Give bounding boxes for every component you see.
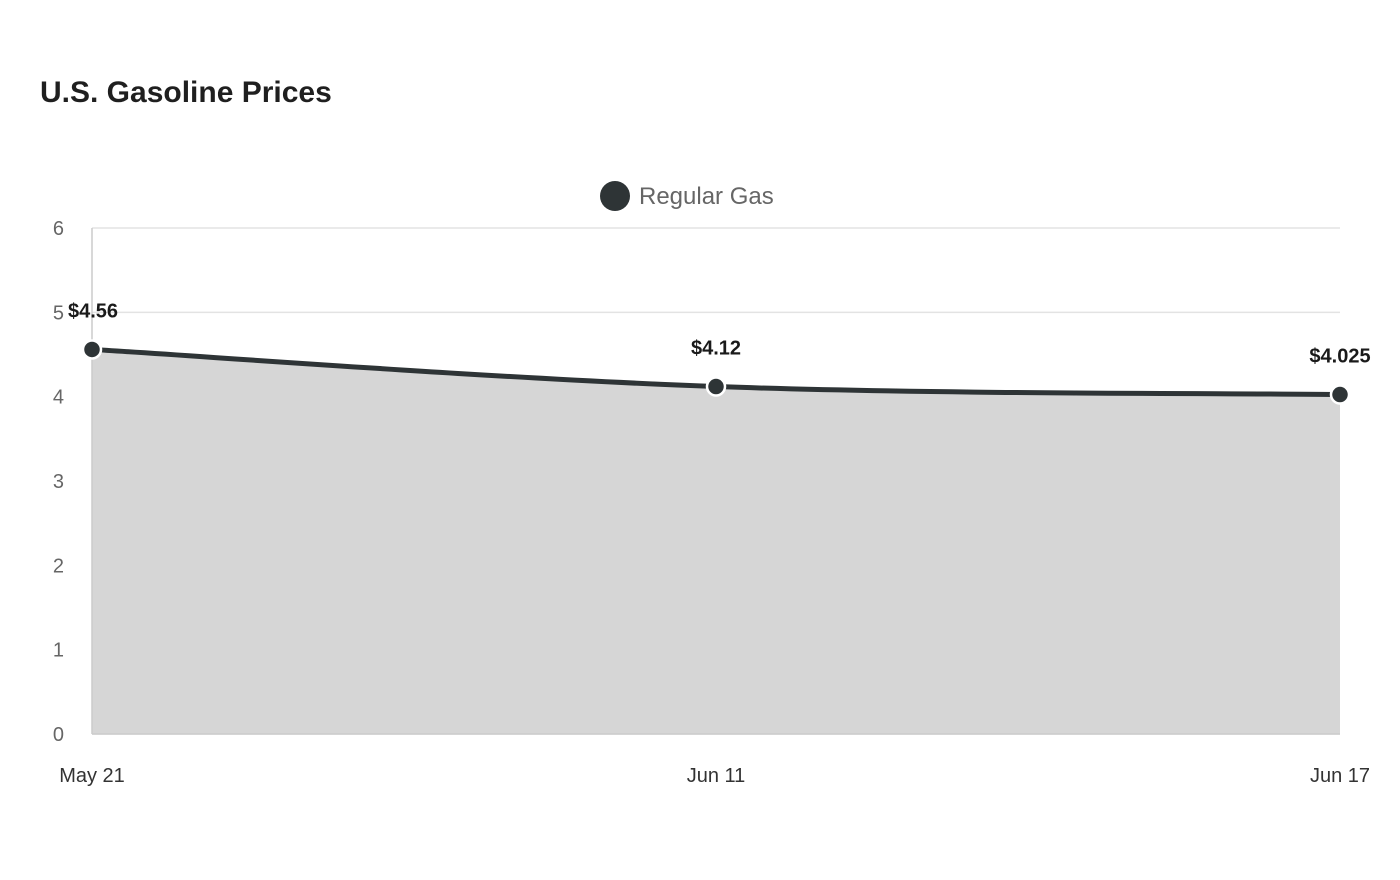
- area-fill-layer: [92, 349, 1340, 734]
- data-point: [81, 339, 103, 360]
- y-tick-label: 0: [53, 724, 64, 746]
- y-axis-ticks: 0 1 2 3 4 5 6: [53, 218, 64, 746]
- legend-item-regular-gas[interactable]: Regular Gas: [600, 181, 774, 211]
- y-tick-label: 5: [53, 302, 64, 324]
- y-tick-label: 6: [53, 218, 64, 240]
- data-label: $4.56: [68, 300, 118, 322]
- data-points-layer: [81, 339, 1351, 405]
- data-point: [705, 376, 727, 397]
- legend-label: Regular Gas: [639, 183, 774, 210]
- data-label: $4.025: [1309, 346, 1370, 368]
- data-point: [1329, 384, 1351, 405]
- data-labels-layer: $4.56 $4.12 $4.025: [68, 300, 1371, 367]
- y-tick-label: 3: [53, 471, 64, 493]
- x-axis-ticks: May 21 Jun 11 Jun 17: [59, 765, 1370, 787]
- y-tick-label: 4: [53, 387, 64, 409]
- y-tick-label: 1: [53, 640, 64, 662]
- x-tick-label: May 21: [59, 765, 125, 787]
- legend-marker: [600, 181, 630, 211]
- chart-title: U.S. Gasoline Prices: [40, 76, 332, 109]
- x-tick-label: Jun 11: [687, 765, 746, 787]
- data-label: $4.12: [691, 338, 741, 360]
- legend[interactable]: Regular Gas: [600, 181, 774, 211]
- y-tick-label: 2: [53, 555, 64, 577]
- axis-layer: [91, 228, 1340, 735]
- x-tick-label: Jun 17: [1310, 765, 1370, 787]
- area-fill: [92, 349, 1340, 734]
